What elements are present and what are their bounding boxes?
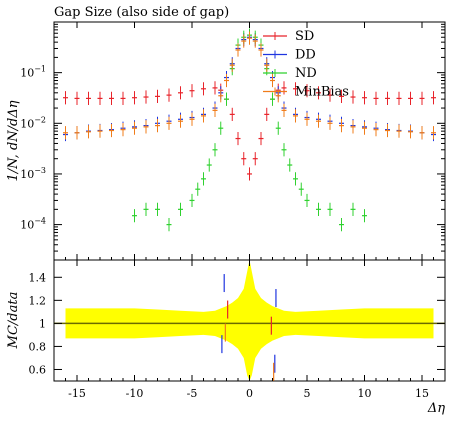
series-dd [63,30,436,142]
ratio-y-axis-label: MC/data [6,292,21,350]
y-tick-label: 0.6 [29,363,47,376]
y-tick-label: 10−3 [20,166,46,181]
series-minbias [63,31,436,140]
series-nd [132,28,367,232]
main-plot-frame [53,21,446,261]
y-tick-label: 10−1 [20,65,46,80]
y-tick-label: 10−4 [20,217,46,232]
legend-label-nd: ND [295,66,317,81]
x-tick-label: -5 [187,387,198,400]
uncertainty-band [65,260,434,381]
y-tick-label: 1.2 [29,294,47,307]
x-tick-label: 0 [246,387,253,400]
x-tick-label: -15 [68,387,86,400]
series-sd [63,81,436,181]
x-tick-label: 15 [415,387,429,400]
ratio-series [227,300,272,335]
legend: SD DD ND MinBias [263,29,349,100]
legend-label-dd: DD [295,48,316,63]
main-axis-ticks: 10−4 10−3 10−2 10−1 [20,22,445,261]
main-data-layer [63,28,436,232]
ratio-series [224,323,275,381]
ratio-axis-ticks: -15 -10 -5 0 5 10 15 0.6 0.8 1 1.2 1.4 [29,260,445,400]
y-tick-label: 1.4 [29,271,47,284]
ratio-panel: -15 -10 -5 0 5 10 15 0.6 0.8 1 1.2 1.4 MC/data Δη [6,259,446,416]
legend-label-sd: SD [295,29,314,44]
x-axis-label: Δη [427,401,445,416]
ratio-data-layer [54,260,445,381]
x-tick-label: 5 [304,387,311,400]
x-tick-label: -10 [126,387,144,400]
ratio-series [221,274,277,373]
main-panel: 10−4 10−3 10−2 10−1 1/N, dN/dΔη SD DD ND MinBi… [6,21,446,261]
chart-title: Gap Size (also side of gap) [54,5,229,20]
y-tick-label: 0.8 [29,340,47,353]
y-tick-label: 10−2 [20,115,46,130]
x-tick-label: 10 [358,387,372,400]
y-tick-label: 1 [39,317,46,330]
main-y-axis-label: 1/N, dN/dΔη [6,100,21,181]
legend-label-minbias: MinBias [295,85,349,100]
